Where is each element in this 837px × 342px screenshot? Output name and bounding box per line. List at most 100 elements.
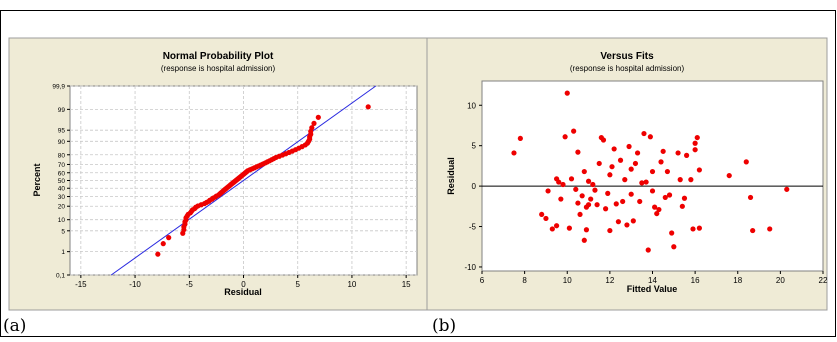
x-tick-label: 14 (648, 276, 657, 285)
data-point (643, 179, 649, 185)
data-point (641, 130, 647, 137)
caption-b: (b) (432, 316, 457, 336)
y-tick-labels: -10 -5 0 5 10 (464, 101, 482, 272)
chart-title: Versus Fits (600, 51, 654, 62)
y-tick-label: -5 (469, 223, 477, 232)
y-tick-label: 5 (472, 142, 477, 151)
data-point (568, 176, 575, 182)
y-tick-label: 1 (61, 249, 65, 256)
data-point (622, 177, 628, 183)
x-tick-label: 20 (776, 276, 785, 285)
data-point (726, 172, 732, 179)
y-axis-label: Residual (446, 157, 456, 195)
data-point (671, 244, 677, 250)
x-tick-label: 18 (733, 276, 742, 285)
normal-probability-panel: Normal Probability Plot (response is hos… (8, 37, 428, 311)
data-point (696, 167, 702, 173)
data-point (575, 200, 581, 206)
data-point (677, 177, 683, 183)
y-tick-label: 10 (467, 101, 476, 110)
data-point (684, 152, 690, 158)
figure: Normal Probability Plot (response is hos… (0, 10, 836, 337)
x-tick-label: 0 (241, 280, 246, 289)
data-point (583, 227, 590, 233)
chart-title: Normal Probability Plot (163, 51, 274, 62)
data-point (692, 147, 698, 153)
x-tick-label: 15 (402, 280, 411, 289)
data-point (315, 114, 321, 120)
data-point (632, 160, 639, 167)
data-point (743, 159, 749, 165)
data-point (681, 195, 688, 201)
data-point (634, 150, 641, 156)
data-point (564, 90, 570, 96)
data-point (605, 190, 611, 196)
data-point (630, 218, 636, 224)
data-point (666, 192, 673, 198)
data-point (639, 180, 645, 186)
data-point (166, 235, 172, 241)
data-point (654, 210, 660, 217)
data-point (675, 150, 681, 156)
data-point (649, 188, 656, 194)
y-tick-label: 5 (61, 228, 65, 235)
data-point (607, 227, 613, 234)
data-points (511, 90, 790, 253)
x-axis-label: Residual (224, 287, 262, 297)
data-point (517, 135, 523, 142)
data-point (620, 198, 626, 205)
y-tick-label: 0 (472, 182, 477, 191)
y-tick-label: 70 (58, 162, 66, 169)
data-point (590, 181, 596, 188)
data-point (309, 125, 315, 131)
data-point (656, 206, 662, 213)
data-point (609, 164, 615, 170)
data-point (543, 215, 549, 222)
data-point (649, 168, 656, 175)
data-point (784, 186, 790, 192)
data-point (750, 227, 756, 234)
x-tick-label: 8 (522, 276, 527, 285)
data-point (511, 150, 517, 156)
data-point (652, 204, 658, 210)
data-point (658, 159, 664, 165)
data-point (579, 193, 585, 199)
x-tick-labels: 6 8 10 12 14 16 18 20 22 (480, 271, 828, 285)
data-point (155, 251, 161, 257)
y-tick-label: 50 (58, 178, 66, 185)
data-point (556, 179, 562, 185)
data-point (160, 241, 166, 247)
data-point (594, 202, 600, 208)
data-point (596, 160, 602, 167)
data-point (747, 194, 754, 201)
x-tick-label: 5 (295, 280, 300, 289)
y-tick-label: 10 (58, 217, 66, 224)
data-point (637, 198, 643, 205)
x-tick-label: 10 (563, 276, 572, 285)
fit-line (110, 85, 377, 276)
data-point (573, 186, 579, 192)
x-axis-label: Fitted Value (627, 284, 678, 294)
data-point (624, 222, 630, 228)
x-tick-label: 10 (347, 280, 356, 289)
data-point (588, 196, 594, 202)
data-point (585, 202, 592, 208)
data-point (692, 140, 698, 146)
data-point (669, 230, 675, 236)
data-point (558, 196, 564, 202)
x-tick-label: -10 (129, 280, 141, 289)
plot-area (481, 80, 824, 272)
data-point (628, 166, 634, 172)
data-point (767, 226, 773, 232)
data-point (688, 177, 694, 183)
caption-a: (a) (3, 316, 27, 336)
data-point (560, 181, 566, 188)
data-point (571, 128, 577, 134)
y-tick-label: 60 (58, 170, 66, 177)
y-tick-label: -10 (464, 263, 476, 272)
data-point (617, 157, 624, 163)
y-tick-label: 0,1 (56, 273, 65, 280)
data-point (615, 219, 622, 225)
data-point (311, 120, 317, 126)
data-point (645, 247, 651, 253)
